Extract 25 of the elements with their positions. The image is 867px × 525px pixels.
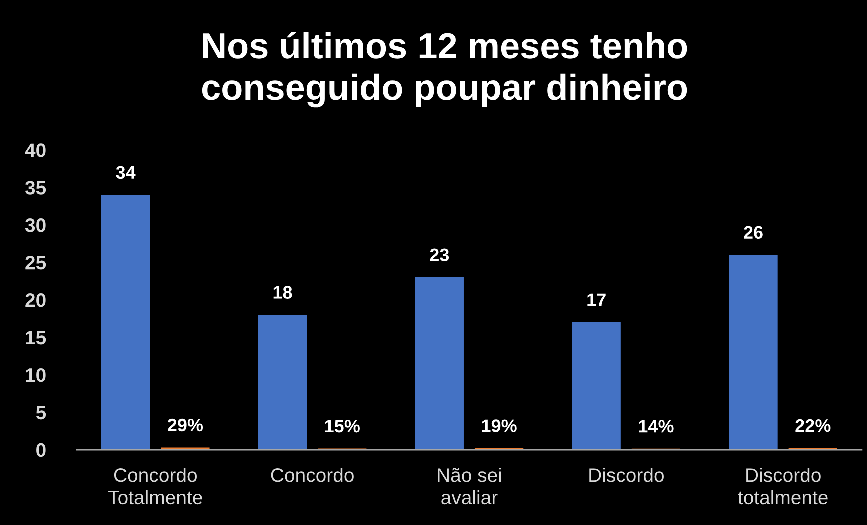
data-label: 26 bbox=[744, 226, 763, 239]
y-tick-label: 40 bbox=[25, 144, 46, 158]
data-label: 14% bbox=[639, 420, 674, 433]
data-label: 17 bbox=[588, 294, 606, 306]
data-label: 23 bbox=[430, 248, 450, 262]
chart-title: Nos últimos 12 meses tenho conseguido poupar dinheiro bbox=[202, 32, 688, 108]
y-tick-label: 30 bbox=[25, 218, 46, 232]
x-tick-label: Concordo Totalmente bbox=[108, 468, 202, 505]
data-label: 34 bbox=[116, 166, 136, 180]
x-tick-label: Discordo totalmente bbox=[738, 468, 828, 505]
y-tick-label: 10 bbox=[26, 368, 46, 382]
y-tick-label: 20 bbox=[26, 294, 46, 308]
y-tick-label: 15 bbox=[26, 331, 46, 345]
data-label: 29% bbox=[168, 418, 204, 432]
data-label: 19% bbox=[482, 420, 517, 432]
data-label: 22% bbox=[796, 419, 831, 432]
x-tick-label: Discordo bbox=[590, 468, 664, 482]
x-tick-label: Não sei avaliar bbox=[438, 468, 502, 505]
y-tick-label: 0 bbox=[36, 443, 46, 458]
y-tick-label: 25 bbox=[26, 256, 46, 270]
data-label: 18 bbox=[274, 286, 292, 299]
y-tick-label: 5 bbox=[36, 406, 46, 420]
x-tick-label: Concordo bbox=[271, 468, 354, 482]
y-tick-label: 35 bbox=[25, 181, 46, 195]
data-label: 15% bbox=[325, 420, 360, 433]
